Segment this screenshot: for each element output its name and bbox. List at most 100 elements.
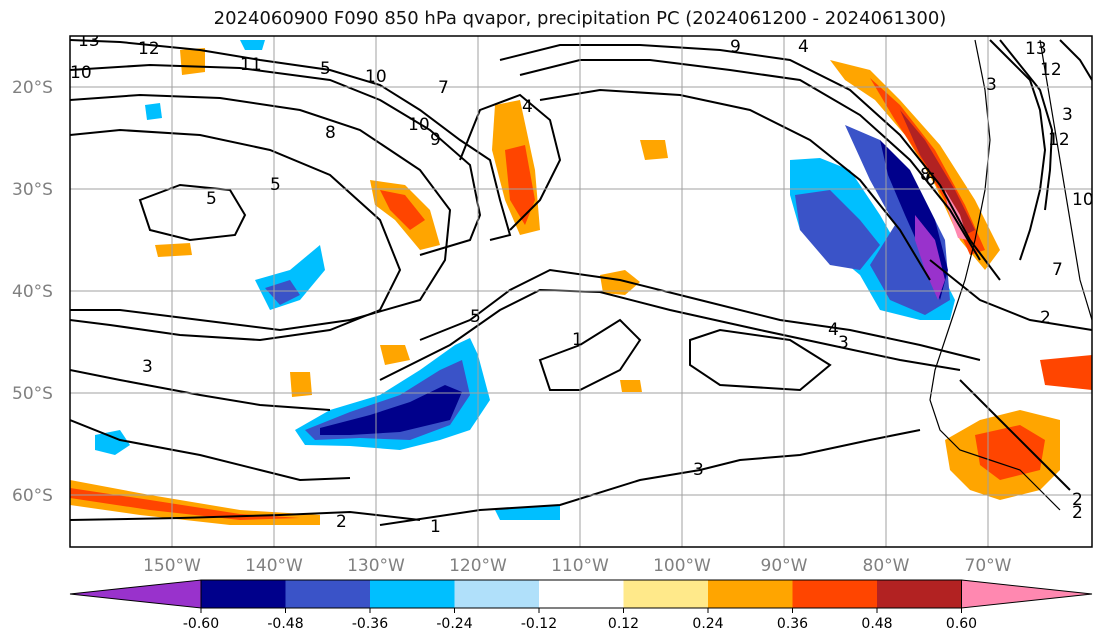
contour-line <box>538 318 642 391</box>
contour-line <box>70 510 421 521</box>
map-title: 2024060900 F090 850 hPa qvapor, precipit… <box>213 8 947 29</box>
neg-anomaly-blob-4 <box>145 103 162 120</box>
contour-line <box>929 259 1092 331</box>
contour-line <box>379 429 921 526</box>
colorbar: -0.60 -0.48 -0.36 -0.24 -0.12 0.12 0.24 … <box>69 579 1093 632</box>
contour-label: 5 <box>470 307 481 327</box>
colorbar-extend-high <box>961 579 1093 609</box>
contour-line <box>539 88 931 281</box>
colorbar-label: -0.36 <box>352 616 388 632</box>
contour-label: 10 <box>365 67 387 87</box>
contour-label: 5 <box>206 189 217 209</box>
pos-anomaly-blob-14 <box>620 380 642 392</box>
contour-label: 4 <box>522 97 533 117</box>
contour-label: 2 <box>1040 308 1051 328</box>
pos-anomaly-south-core <box>70 488 300 520</box>
contour-line <box>959 379 1071 491</box>
lon-tick-labels: 150°W 140°W 130°W 120°W 110°W 100°W 90°W… <box>143 556 1012 576</box>
contour-line <box>519 59 981 261</box>
contour-label: 10 <box>408 115 430 135</box>
pos-anomaly-blob-7 <box>1040 355 1092 390</box>
colorbar-segment <box>454 580 539 608</box>
plot-frame <box>69 35 1093 548</box>
colorbar-label: 0.48 <box>861 616 892 632</box>
contour-label: 12 <box>138 39 160 59</box>
colorbar-label: 0.24 <box>692 616 723 632</box>
colorbar-segment <box>539 580 624 608</box>
contour-line <box>989 39 1047 261</box>
contour-label: 2 <box>336 512 347 532</box>
contour-label: 3 <box>1062 105 1073 125</box>
neg-anomaly-sw-deep <box>320 385 462 435</box>
colorbar-label: -0.48 <box>267 616 303 632</box>
colorbar-segment <box>792 580 877 608</box>
colorbar-segment <box>201 580 286 608</box>
colorbar-label: -0.24 <box>436 616 472 632</box>
pos-anomaly-south <box>70 480 320 525</box>
lat-tick-label: 50°S <box>12 384 53 404</box>
colorbar-segment <box>708 580 793 608</box>
contour-label: 4 <box>798 37 809 57</box>
contour-label: 7 <box>438 78 449 98</box>
south-america-coast-east <box>1039 39 1092 321</box>
contour-line <box>70 419 351 482</box>
colorbar-segment <box>370 580 455 608</box>
lat-tick-label: 20°S <box>12 78 53 98</box>
contour-label: 10 <box>1072 190 1094 210</box>
neg-anomaly-mid <box>795 190 880 270</box>
contour-line <box>70 93 452 332</box>
contour-line <box>70 39 512 241</box>
lon-tick-label: 140°W <box>245 556 303 576</box>
lon-tick-label: 100°W <box>653 556 711 576</box>
pos-anomaly-blob-9 <box>380 345 410 365</box>
contour-line <box>499 44 1001 281</box>
contour-label: 1 <box>572 330 583 350</box>
contour-line <box>70 128 402 342</box>
contour-labels: 13 12 11 10 10 10 9 9 8 7 6 5 5 5 5 4 4 … <box>70 31 1094 537</box>
contour-line <box>419 268 981 361</box>
contour-label: 9 <box>730 37 741 57</box>
contour-label: 3 <box>986 75 997 95</box>
lat-tick-label: 40°S <box>12 282 53 302</box>
colorbar-segment <box>877 580 962 608</box>
contour-line <box>70 63 482 256</box>
contour-line <box>999 39 1054 211</box>
contour-line <box>689 328 832 392</box>
pos-anomaly-blob-2 <box>505 145 535 225</box>
contour-label: 2 <box>1072 490 1083 510</box>
contour-label: 13 <box>1025 39 1047 59</box>
neg-anomaly-blob-6 <box>240 40 265 50</box>
precip-anomaly-fills <box>70 40 1092 525</box>
qvapor-contours <box>70 39 1092 526</box>
colorbar-label: -0.12 <box>521 616 557 632</box>
pos-anomaly-blob-12 <box>155 243 192 257</box>
pos-anomaly-blob-8 <box>600 270 640 295</box>
pos-anomaly-blob-13 <box>290 372 312 397</box>
pos-anomaly-blob-4 <box>380 190 425 230</box>
colorbar-label: 0.60 <box>946 616 977 632</box>
contour-line <box>138 183 247 242</box>
contour-label: 3 <box>142 357 153 377</box>
neg-anomaly-blob-3 <box>95 430 130 455</box>
contour-label: 2 <box>1072 503 1083 523</box>
colorbar-extend-low <box>69 579 202 609</box>
contour-label: 10 <box>70 63 92 83</box>
neg-anomaly-east-purple <box>915 215 945 300</box>
lon-tick-label: 120°W <box>449 556 507 576</box>
contour-label: 12 <box>1040 60 1062 80</box>
contour-label: 11 <box>240 55 262 75</box>
lon-tick-label: 80°W <box>863 556 910 576</box>
contour-label: 13 <box>78 31 100 51</box>
lon-tick-label: 110°W <box>551 556 609 576</box>
contour-label: 6 <box>925 170 936 190</box>
pos-anomaly-blob-11 <box>640 140 668 160</box>
contour-label: 12 <box>1048 130 1070 150</box>
contour-line <box>1059 39 1092 81</box>
lat-tick-label: 60°S <box>12 486 53 506</box>
pos-anomaly-blob-10 <box>180 48 205 75</box>
colorbar-label: 0.12 <box>608 616 639 632</box>
contour-line <box>379 288 961 381</box>
contour-label: 4 <box>828 320 839 340</box>
colorbar-label: -0.60 <box>183 616 219 632</box>
